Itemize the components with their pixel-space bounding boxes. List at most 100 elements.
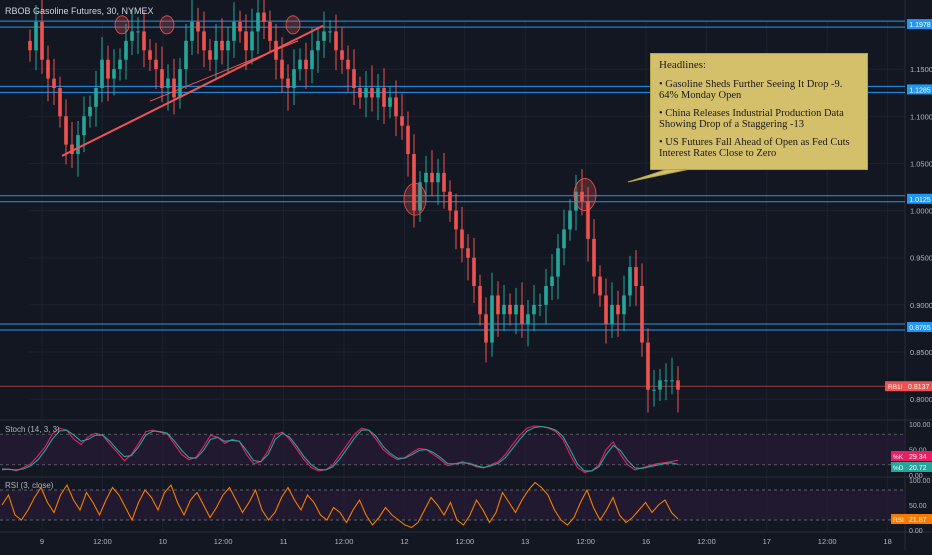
y-tick-label: 1.0500 xyxy=(910,159,932,168)
candle-body xyxy=(268,22,272,41)
candle-body xyxy=(94,88,98,107)
candle-body xyxy=(442,172,446,192)
candle-body xyxy=(406,125,410,154)
level-price-label: 1.1978 xyxy=(909,22,931,29)
candle-body xyxy=(496,295,500,315)
candle-body xyxy=(118,59,122,70)
y-tick-label: 0.9000 xyxy=(910,301,932,310)
headline-item: • China Releases Industrial Production D… xyxy=(659,108,844,130)
candle-body xyxy=(40,22,44,60)
candle-body xyxy=(316,40,320,51)
y-tick-label: 1.1500 xyxy=(910,65,932,74)
candle-body xyxy=(196,22,200,32)
stoch-value-label: 29.34 xyxy=(909,454,927,461)
candle-body xyxy=(574,191,578,211)
stoch-y-tick: 0.00 xyxy=(909,473,923,480)
chart-title: RBOB Gasoline Futures, 30, NYMEX xyxy=(5,6,154,16)
y-tick-label: 0.9500 xyxy=(910,254,932,263)
level-price-label: 1.0125 xyxy=(909,197,931,204)
y-tick-label: 1.0000 xyxy=(910,207,932,216)
x-tick-label: 12 xyxy=(400,537,408,546)
candle-body xyxy=(586,201,590,239)
candle-body xyxy=(418,182,422,211)
candle-body xyxy=(526,314,530,324)
rsi-series-line xyxy=(1,481,679,529)
x-tick-label: 11 xyxy=(280,537,288,546)
candle-body xyxy=(460,229,464,249)
candle-body xyxy=(232,22,236,41)
candle-body xyxy=(436,172,440,183)
headlines-callout: Headlines: • Gasoline Sheds Further Seei… xyxy=(650,53,868,170)
candle-body xyxy=(544,286,548,305)
candle-body xyxy=(322,31,326,41)
candle-body xyxy=(532,304,536,315)
candle-body xyxy=(454,210,458,230)
last-price-symbol: RB1! xyxy=(888,384,903,391)
stoch-series-name: %K xyxy=(893,454,904,461)
candle-body xyxy=(226,40,230,51)
y-tick-label: 1.1000 xyxy=(910,112,932,121)
candle-body xyxy=(364,88,368,98)
candle-body xyxy=(208,50,212,60)
highlight-circle xyxy=(114,15,130,35)
rsi-y-tick: 100.00 xyxy=(909,478,931,485)
candle-body xyxy=(148,50,152,60)
candle-body xyxy=(88,106,92,117)
level-price-tag xyxy=(907,322,932,333)
candle-body xyxy=(562,229,566,249)
x-tick-label: 17 xyxy=(763,537,771,546)
level-price-label: 1.1285 xyxy=(909,87,931,94)
x-tick-label: 12:00 xyxy=(214,537,233,546)
x-tick-label: 12:00 xyxy=(818,537,837,546)
candle-body xyxy=(352,69,356,88)
candle-body xyxy=(478,286,482,315)
candle-body xyxy=(292,69,296,88)
stoch-y-tick: 100.00 xyxy=(909,422,931,429)
candle-body xyxy=(130,31,134,41)
candle-body xyxy=(190,22,194,41)
rsi-y-tick: 50.00 xyxy=(909,503,927,510)
rsi-value-tag xyxy=(891,514,932,524)
candle-body xyxy=(244,31,248,51)
headline-item: • US Futures Fall Ahead of Open as Fed C… xyxy=(659,137,850,159)
x-tick-label: 18 xyxy=(883,537,891,546)
candle-body xyxy=(298,59,302,70)
candle-body xyxy=(172,78,176,98)
level-price-tag xyxy=(907,19,932,30)
x-tick-label: 12:00 xyxy=(335,537,354,546)
candle-body xyxy=(394,97,398,117)
candle-body xyxy=(382,88,386,107)
level-price-label: 0.8765 xyxy=(909,325,931,332)
x-tick-label: 13 xyxy=(521,537,529,546)
candle-body xyxy=(214,40,218,60)
highlight-circle xyxy=(573,178,597,211)
candle-body xyxy=(550,276,554,286)
candle-body xyxy=(424,172,428,183)
headline-item: • Gasoline Sheds Further Seeing It Drop … xyxy=(659,79,843,101)
y-tick-label: 0.8000 xyxy=(910,395,932,404)
candle-body xyxy=(520,304,524,324)
candle-body xyxy=(388,97,392,107)
candle-body xyxy=(376,88,380,98)
x-tick-label: 12:00 xyxy=(697,537,716,546)
candle-body xyxy=(184,40,188,70)
candle-body xyxy=(616,304,620,315)
candle-body xyxy=(280,59,284,79)
candle-body xyxy=(202,31,206,51)
candle-body xyxy=(346,59,350,70)
candle-body xyxy=(28,40,32,51)
candle-body xyxy=(664,380,668,382)
level-price-tag xyxy=(907,193,932,204)
rsi-y-tick: 0.00 xyxy=(909,528,923,535)
stoch-band xyxy=(0,434,905,465)
candle-body xyxy=(34,22,38,51)
highlight-circle xyxy=(285,15,301,35)
rsi-band xyxy=(0,490,905,520)
candle-body xyxy=(568,210,572,230)
candle-body xyxy=(46,59,50,79)
candle-body xyxy=(166,78,170,88)
candle-body xyxy=(250,31,254,51)
candle-body xyxy=(634,267,638,286)
candle-body xyxy=(358,88,362,98)
